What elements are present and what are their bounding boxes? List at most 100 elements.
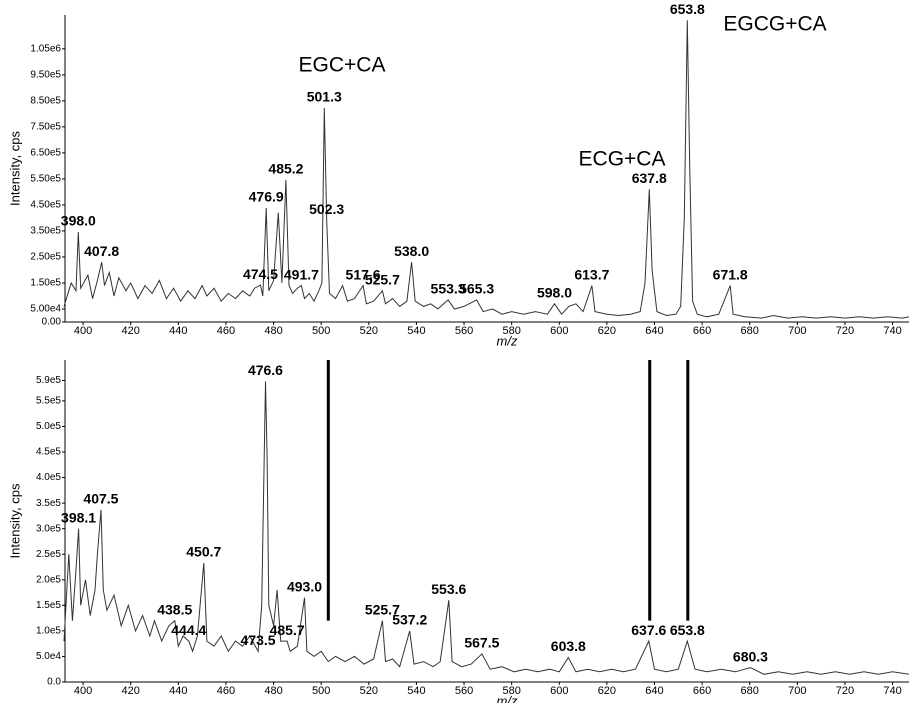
peak-label: 474.5 xyxy=(243,266,278,282)
x-tick-label: 640 xyxy=(645,685,663,697)
peak-label: 407.5 xyxy=(83,490,118,506)
x-tick-label: 740 xyxy=(883,325,901,337)
x-tick-label: 720 xyxy=(836,685,854,697)
x-tick-label: 740 xyxy=(883,685,901,697)
x-tick-label: 640 xyxy=(645,325,663,337)
y-tick-label: 2.50e5 xyxy=(30,252,61,263)
peak-label: 398.1 xyxy=(61,509,96,525)
x-tick-label: 700 xyxy=(788,685,806,697)
peak-label: 553.6 xyxy=(431,581,466,597)
peak-label: 450.7 xyxy=(186,544,221,560)
y-tick-label: 0.00 xyxy=(42,317,62,328)
x-tick-label: 460 xyxy=(217,325,235,337)
y-tick-label: 2.0e5 xyxy=(36,574,61,585)
y-tick-label: 3.0e5 xyxy=(36,523,61,534)
y-tick-label: 4.50e5 xyxy=(30,200,61,211)
x-tick-label: 680 xyxy=(741,685,759,697)
y-tick-label: 1.05e6 xyxy=(30,43,61,54)
peak-label: 438.5 xyxy=(157,601,192,617)
peak-label: 502.3 xyxy=(309,201,344,217)
x-tick-label: 400 xyxy=(74,325,92,337)
y-tick-label: 5.5e5 xyxy=(36,396,61,407)
peak-label: 553.3 xyxy=(431,281,466,297)
peak-label: 598.0 xyxy=(537,284,572,300)
x-axis-title: m/z xyxy=(497,333,518,348)
x-tick-label: 680 xyxy=(741,325,759,337)
x-tick-label: 600 xyxy=(550,325,568,337)
x-tick-label: 460 xyxy=(217,685,235,697)
y-tick-label: 8.50e5 xyxy=(30,95,61,106)
x-tick-label: 420 xyxy=(122,325,140,337)
peak-label: 603.8 xyxy=(551,638,586,654)
peak-label: 485.7 xyxy=(270,622,305,638)
x-tick-label: 500 xyxy=(312,685,330,697)
x-tick-label: 540 xyxy=(407,325,425,337)
peak-label: 525.7 xyxy=(365,601,400,617)
x-tick-label: 580 xyxy=(502,325,520,337)
x-tick-label: 480 xyxy=(264,325,282,337)
spectrum-line xyxy=(63,381,909,675)
peak-label: 493.0 xyxy=(287,578,322,594)
peak-label: 407.8 xyxy=(84,243,119,259)
peak-label: 485.2 xyxy=(268,161,303,177)
x-tick-label: 540 xyxy=(407,685,425,697)
y-tick-label: 4.0e5 xyxy=(36,472,61,483)
peak-label: 476.6 xyxy=(248,362,283,378)
peak-label: 398.0 xyxy=(61,213,96,229)
peak-label: 613.7 xyxy=(574,266,609,282)
peak-label: 538.0 xyxy=(394,243,429,259)
x-tick-label: 500 xyxy=(312,325,330,337)
x-tick-label: 560 xyxy=(455,685,473,697)
y-axis-title: Intensity, cps xyxy=(7,483,22,558)
peak-label: 491.7 xyxy=(284,266,319,282)
peak-label: 637.6 xyxy=(631,622,666,638)
x-tick-label: 440 xyxy=(169,325,187,337)
x-tick-label: 660 xyxy=(693,685,711,697)
peak-label: 473.5 xyxy=(241,632,276,648)
x-tick-label: 520 xyxy=(360,325,378,337)
x-tick-label: 660 xyxy=(693,325,711,337)
x-axis-title: m/z xyxy=(497,693,518,703)
y-tick-label: 2.5e5 xyxy=(36,549,61,560)
peak-label: 680.3 xyxy=(733,648,768,664)
peak-label: 653.8 xyxy=(670,622,705,638)
x-tick-label: 400 xyxy=(74,685,92,697)
peak-label: 476.9 xyxy=(249,189,284,205)
y-tick-label: 5.9e5 xyxy=(36,375,61,386)
y-tick-label: 3.50e5 xyxy=(30,226,61,237)
x-tick-label: 700 xyxy=(788,325,806,337)
peak-label: 517.6 xyxy=(346,266,381,282)
y-tick-label: 5.50e5 xyxy=(30,174,61,185)
y-tick-label: 3.5e5 xyxy=(36,498,61,509)
x-tick-label: 620 xyxy=(598,685,616,697)
x-tick-label: 720 xyxy=(836,325,854,337)
y-tick-label: 4.5e5 xyxy=(36,447,61,458)
y-tick-label: 1.5e5 xyxy=(36,600,61,611)
annotation: ECG+CA xyxy=(579,148,666,171)
x-tick-label: 440 xyxy=(169,685,187,697)
peak-label: 525.7 xyxy=(365,271,400,287)
y-axis-title: Intensity, cps xyxy=(7,131,22,206)
x-tick-label: 600 xyxy=(550,685,568,697)
peak-label: 637.8 xyxy=(632,170,667,186)
x-tick-label: 620 xyxy=(598,325,616,337)
annotation: EGC+CA xyxy=(299,54,386,77)
peak-label: 671.8 xyxy=(713,266,748,282)
y-tick-label: 6.50e5 xyxy=(30,148,61,159)
peak-label: 537.2 xyxy=(392,612,427,628)
y-tick-label: 1.50e5 xyxy=(30,278,61,289)
spectrum-line xyxy=(63,20,909,319)
y-tick-label: 5.0e5 xyxy=(36,421,61,432)
y-tick-label: 1.0e5 xyxy=(36,626,61,637)
peak-label: 567.5 xyxy=(464,635,499,651)
y-tick-label: 0.0 xyxy=(47,677,61,688)
annotation: EGCG+CA xyxy=(723,13,826,36)
peak-label: 653.8 xyxy=(670,1,705,17)
peak-label: 444.4 xyxy=(171,622,206,638)
y-tick-label: 5.0e4 xyxy=(36,651,61,662)
peak-label: 565.3 xyxy=(459,281,494,297)
x-tick-label: 520 xyxy=(360,685,378,697)
peak-label: 501.3 xyxy=(307,89,342,105)
x-tick-label: 480 xyxy=(264,685,282,697)
